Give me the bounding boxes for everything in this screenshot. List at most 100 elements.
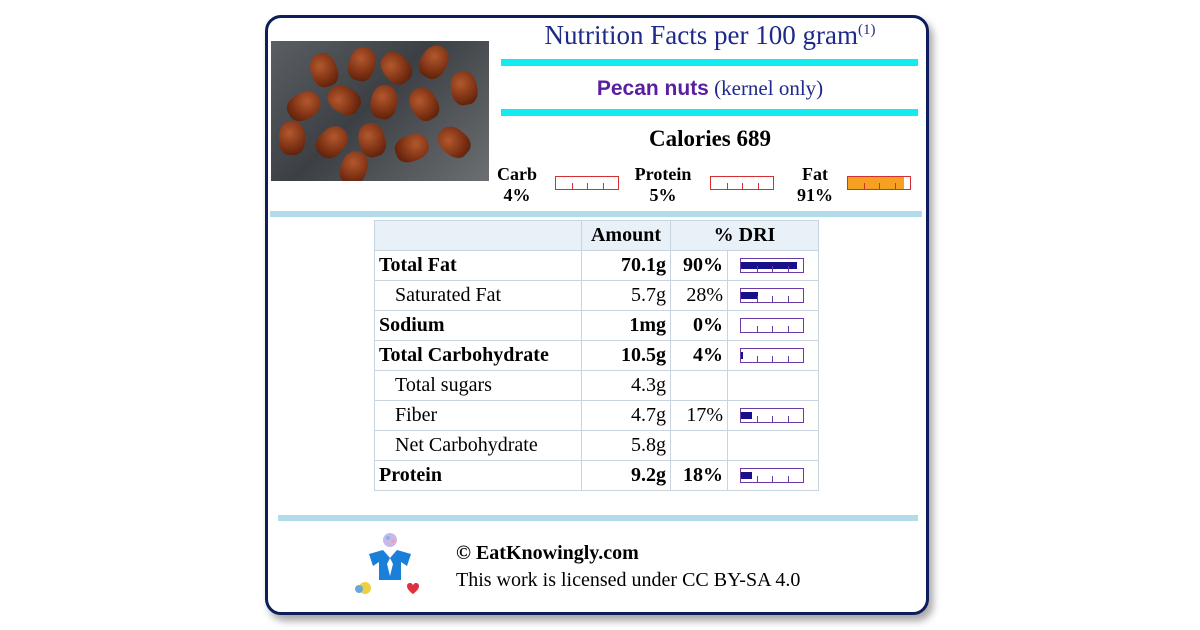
nutrient-name: Saturated Fat bbox=[374, 280, 582, 311]
dri-bar-tick bbox=[772, 476, 773, 482]
section-separator-top bbox=[270, 211, 922, 217]
nutrient-amount: 5.8g bbox=[581, 430, 671, 461]
header-nutrient bbox=[374, 220, 582, 251]
table-body: Total Fat 70.1g 90% Saturated Fat 5.7g 28% Sod… bbox=[374, 250, 819, 491]
dri-bar-tick bbox=[756, 476, 758, 482]
dri-bar bbox=[740, 258, 804, 273]
food-qualifier: (kernel only) bbox=[714, 76, 824, 100]
pecan-photo bbox=[271, 41, 489, 181]
nutrient-name: Sodium bbox=[374, 310, 582, 341]
dri-bar-tick bbox=[787, 296, 789, 302]
macro-bar-tick bbox=[742, 183, 743, 189]
nutrient-amount: 4.3g bbox=[581, 370, 671, 401]
nutrient-dri-percent: 90% bbox=[670, 250, 728, 281]
table-row: Total Carbohydrate 10.5g 4% bbox=[374, 340, 819, 371]
nutrition-card: Nutrition Facts per 100 gram(1) Pecan nu… bbox=[265, 15, 929, 615]
nutrient-name: Total Fat bbox=[374, 250, 582, 281]
dri-bar bbox=[740, 348, 804, 363]
macro-bar-tick bbox=[587, 183, 588, 189]
table-row: Saturated Fat 5.7g 28% bbox=[374, 280, 819, 311]
macro-carb: Carb 4% bbox=[497, 164, 537, 205]
dri-bar-fill bbox=[741, 292, 759, 299]
table-header-row: Amount % DRI bbox=[374, 220, 819, 251]
nutrient-name: Protein bbox=[374, 460, 582, 491]
nutrient-name: Total sugars bbox=[374, 370, 582, 401]
nutrition-table: Amount % DRI Total Fat 70.1g 90% Saturated … bbox=[374, 220, 819, 491]
dri-bar-tick bbox=[787, 266, 789, 272]
eatknowingly-logo bbox=[345, 532, 435, 596]
nutrient-name: Net Carbohydrate bbox=[374, 430, 582, 461]
dri-bar-tick bbox=[772, 266, 773, 272]
nutrient-amount: 10.5g bbox=[581, 340, 671, 371]
dri-bar bbox=[740, 318, 804, 333]
dri-bar-tick bbox=[787, 326, 789, 332]
dri-bar-tick bbox=[756, 296, 758, 302]
dri-bar bbox=[740, 408, 804, 423]
dri-bar-tick bbox=[772, 416, 773, 422]
copyright-text[interactable]: © EatKnowingly.com bbox=[456, 542, 639, 564]
nutrient-dri-bar-cell bbox=[727, 310, 819, 341]
nutrient-dri-bar-cell bbox=[727, 340, 819, 371]
nutrient-amount: 9.2g bbox=[581, 460, 671, 491]
macro-protein: Protein 5% bbox=[634, 164, 692, 205]
dri-bar-fill bbox=[741, 472, 753, 479]
macro-bar-tick bbox=[757, 183, 759, 189]
nutrient-amount: 1mg bbox=[581, 310, 671, 341]
dri-bar bbox=[740, 288, 804, 303]
nutrient-amount: 5.7g bbox=[581, 280, 671, 311]
food-name: Pecan nuts bbox=[596, 77, 709, 100]
table-row: Sodium 1mg 0% bbox=[374, 310, 819, 341]
page-title: Nutrition Facts per 100 gram(1) bbox=[544, 20, 876, 50]
nutrient-dri-bar-cell bbox=[727, 430, 819, 461]
nutrient-dri-percent bbox=[670, 370, 728, 401]
macro-protein-bar bbox=[710, 176, 774, 190]
nutrient-dri-percent: 28% bbox=[670, 280, 728, 311]
nutrient-name: Fiber bbox=[374, 400, 582, 431]
dri-bar-fill bbox=[741, 262, 797, 269]
dri-bar-fill bbox=[741, 412, 752, 419]
table-row: Protein 9.2g 18% bbox=[374, 460, 819, 491]
dri-bar-tick bbox=[756, 266, 758, 272]
macro-bar-tick bbox=[894, 183, 896, 189]
macro-fat: Fat 91% bbox=[797, 164, 833, 205]
dri-bar-tick bbox=[772, 356, 773, 362]
macro-bar-tick bbox=[879, 183, 880, 189]
nutrient-dri-percent bbox=[670, 430, 728, 461]
table-row: Net Carbohydrate 5.8g bbox=[374, 430, 819, 461]
nutrient-dri-bar-cell bbox=[727, 370, 819, 401]
macro-carb-bar bbox=[555, 176, 619, 190]
nutrient-dri-bar-cell bbox=[727, 460, 819, 491]
table-row: Fiber 4.7g 17% bbox=[374, 400, 819, 431]
macro-bar-fill bbox=[848, 177, 905, 189]
nutrient-name: Total Carbohydrate bbox=[374, 340, 582, 371]
nutrient-dri-percent: 18% bbox=[670, 460, 728, 491]
macro-bar-tick bbox=[602, 183, 604, 189]
dri-bar-tick bbox=[787, 476, 789, 482]
nutrient-dri-percent: 17% bbox=[670, 400, 728, 431]
title-divider-top bbox=[501, 59, 918, 66]
dri-bar-tick bbox=[772, 326, 773, 332]
dri-bar-fill bbox=[741, 352, 744, 359]
dri-bar-tick bbox=[787, 416, 789, 422]
macro-bar-tick bbox=[863, 183, 865, 189]
dri-bar-tick bbox=[756, 416, 758, 422]
table-row: Total Fat 70.1g 90% bbox=[374, 250, 819, 281]
nutrient-dri-bar-cell bbox=[727, 250, 819, 281]
nutrient-amount: 70.1g bbox=[581, 250, 671, 281]
dri-bar-tick bbox=[787, 356, 789, 362]
nutrient-dri-percent: 4% bbox=[670, 340, 728, 371]
macro-bar-tick bbox=[726, 183, 728, 189]
dri-bar-tick bbox=[772, 296, 773, 302]
license-text[interactable]: This work is licensed under CC BY-SA 4.0 bbox=[456, 569, 801, 591]
header-dri: % DRI bbox=[670, 220, 819, 251]
title-footnote[interactable]: (1) bbox=[857, 22, 876, 38]
nutrient-amount: 4.7g bbox=[581, 400, 671, 431]
nutrient-dri-percent: 0% bbox=[670, 310, 728, 341]
food-name-line: Pecan nuts (kernel only) bbox=[500, 76, 920, 101]
nutrient-dri-bar-cell bbox=[727, 280, 819, 311]
dri-bar bbox=[740, 468, 804, 483]
calories-label: Calories 689 bbox=[648, 126, 771, 151]
macro-bar-tick bbox=[571, 183, 573, 189]
section-separator-bottom bbox=[278, 515, 918, 521]
dri-bar-tick bbox=[756, 326, 758, 332]
